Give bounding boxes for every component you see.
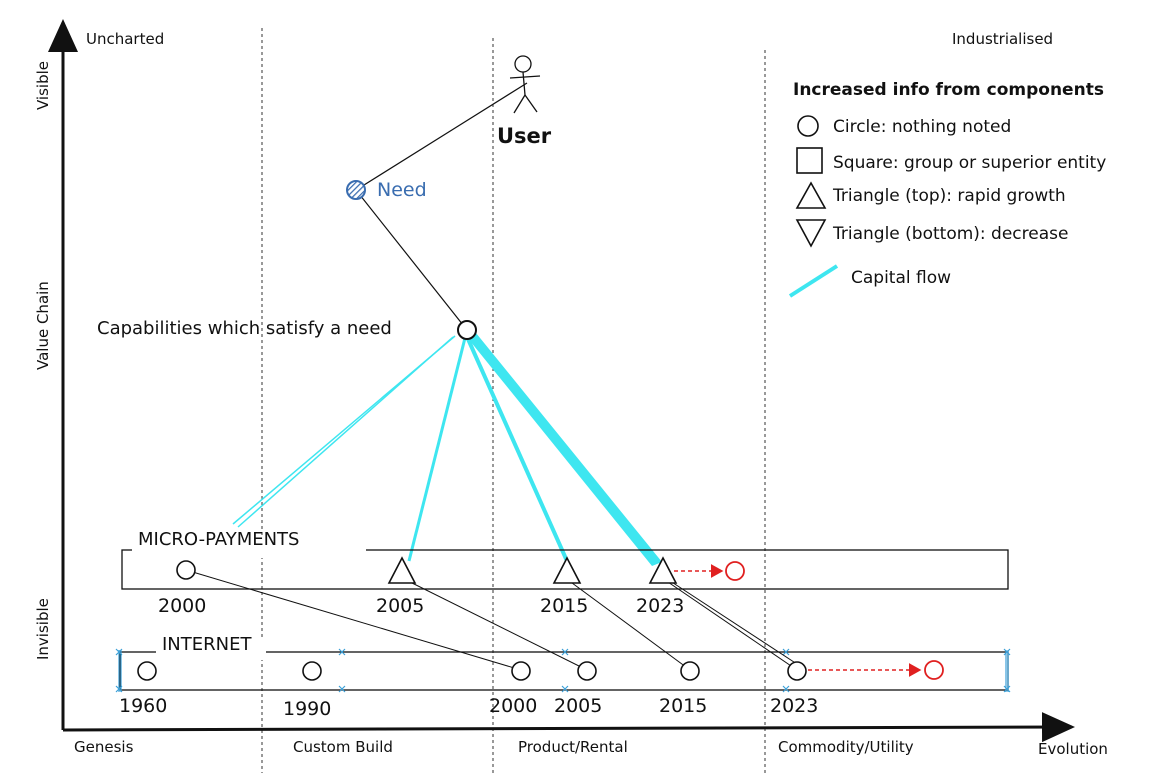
stage-commodity-utility-label: Commodity/Utility xyxy=(778,738,914,756)
legend-item-circle: Circle: nothing noted xyxy=(833,117,1011,137)
stage-product-rental-label: Product/Rental xyxy=(518,738,628,756)
micro-payments-year-2000: 2000 xyxy=(158,595,206,617)
square-icon xyxy=(796,147,823,174)
triangle-up-icon xyxy=(795,181,827,209)
internet-1960-node xyxy=(137,661,157,681)
micro-payments-2000-node xyxy=(176,560,196,580)
legend-item-triangle-up: Triangle (top): rapid growth xyxy=(832,186,1066,206)
micro-payments-2015-node xyxy=(552,556,582,584)
triangle-down-icon xyxy=(795,219,827,248)
internet-2005-node xyxy=(577,661,597,681)
internet-label: INTERNET xyxy=(162,634,252,655)
cross-links xyxy=(185,569,801,671)
internet-year-2023: 2023 xyxy=(770,695,818,717)
internet-edge-markers xyxy=(115,648,1011,693)
y-axis-visible-label: Visible xyxy=(34,61,52,110)
need-node xyxy=(346,180,366,200)
micro-payments-year-2023: 2023 xyxy=(636,595,684,617)
internet-year-2005: 2005 xyxy=(554,695,602,717)
internet-2000-node xyxy=(511,661,531,681)
internet-1990-node xyxy=(302,661,322,681)
internet-2023-node xyxy=(787,661,807,681)
stage-custom-build-label: Custom Build xyxy=(293,738,393,756)
legend-title: Increased info from components xyxy=(793,80,1104,100)
internet-year-1960: 1960 xyxy=(119,695,167,717)
internet-year-1990: 1990 xyxy=(283,698,331,720)
capital-flow-icon xyxy=(788,264,839,298)
micro-payments-2023-node xyxy=(648,556,678,584)
micro-payments-2005-node xyxy=(387,556,417,584)
uncharted-label: Uncharted xyxy=(86,30,164,48)
y-axis-value-chain-label: Value Chain xyxy=(34,281,52,370)
micro-payments-future-node xyxy=(725,561,745,581)
capabilities-label: Capabilities which satisfy a need xyxy=(97,318,392,339)
internet-year-2000: 2000 xyxy=(489,695,537,717)
y-axis-invisible-label: Invisible xyxy=(34,598,52,660)
user-label: User xyxy=(497,124,552,148)
internet-year-2015: 2015 xyxy=(659,695,707,717)
internet-future-node xyxy=(924,660,944,680)
industrialised-label: Industrialised xyxy=(952,30,1053,48)
capital-flows xyxy=(232,333,662,566)
need-label: Need xyxy=(377,179,427,201)
legend-item-square: Square: group or superior entity xyxy=(833,153,1106,173)
micro-payments-year-2005: 2005 xyxy=(376,595,424,617)
legend-item-capital-flow: Capital flow xyxy=(851,268,951,288)
capabilities-node xyxy=(457,320,477,340)
axes xyxy=(48,19,1075,743)
legend: Increased info from components Circle: n… xyxy=(788,80,1106,298)
user-icon xyxy=(509,55,541,114)
internet-2015-node xyxy=(680,661,700,681)
micro-payments-label: MICRO-PAYMENTS xyxy=(138,529,299,550)
stage-genesis-label: Genesis xyxy=(74,738,134,756)
evolution-label: Evolution xyxy=(1038,740,1108,758)
value-chain-links xyxy=(355,82,528,331)
micro-payments-year-2015: 2015 xyxy=(540,595,588,617)
micro-payments-group xyxy=(121,549,1009,590)
circle-icon xyxy=(797,115,819,137)
legend-item-triangle-down: Triangle (bottom): decrease xyxy=(832,224,1068,244)
